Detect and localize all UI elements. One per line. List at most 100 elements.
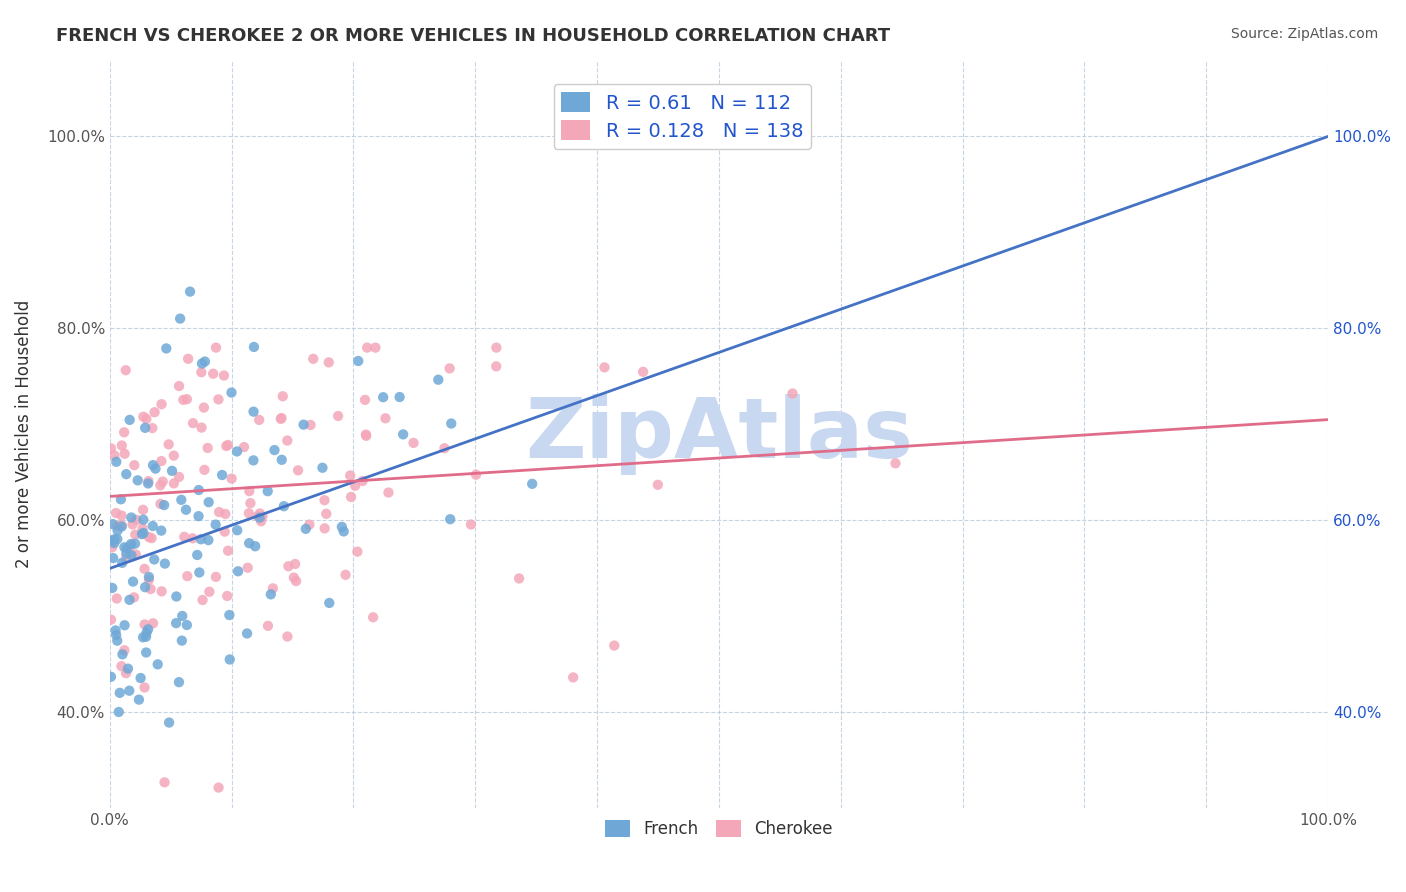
Point xyxy=(270,412,292,426)
Point xyxy=(236,560,259,574)
Point xyxy=(114,363,136,377)
Point xyxy=(377,485,399,500)
Point xyxy=(145,461,167,475)
Point xyxy=(138,530,160,544)
Point xyxy=(339,468,361,483)
Point xyxy=(202,367,225,381)
Point xyxy=(190,420,212,434)
Point xyxy=(257,619,280,633)
Point xyxy=(105,628,128,642)
Point xyxy=(294,522,316,536)
Point xyxy=(152,475,174,489)
Point xyxy=(170,492,193,507)
Point xyxy=(163,449,186,463)
Point xyxy=(176,569,198,583)
Point xyxy=(207,392,229,407)
Point xyxy=(356,341,378,355)
Point xyxy=(129,671,152,685)
Point xyxy=(205,570,228,584)
Y-axis label: 2 or more Vehicles in Household: 2 or more Vehicles in Household xyxy=(15,300,32,568)
Point xyxy=(298,517,321,532)
Point xyxy=(135,625,157,640)
Point xyxy=(347,354,370,368)
Point xyxy=(226,564,249,578)
Point xyxy=(221,385,243,400)
Point xyxy=(150,524,173,538)
Point xyxy=(247,413,270,427)
Point xyxy=(246,509,269,524)
Point xyxy=(226,444,249,458)
Point xyxy=(135,630,157,644)
Point xyxy=(143,405,166,419)
Point xyxy=(884,456,907,470)
Point xyxy=(153,557,176,571)
Point xyxy=(190,533,212,547)
Point xyxy=(107,705,129,719)
Point xyxy=(141,531,163,545)
Point xyxy=(460,517,482,532)
Point xyxy=(314,493,336,508)
Point xyxy=(188,566,211,580)
Point xyxy=(165,590,187,604)
Point xyxy=(135,412,157,426)
Point xyxy=(104,624,127,638)
Point xyxy=(153,498,176,512)
Point xyxy=(120,537,142,551)
Point xyxy=(242,405,264,419)
Point xyxy=(112,643,135,657)
Point xyxy=(134,617,156,632)
Point xyxy=(344,479,367,493)
Point xyxy=(335,567,357,582)
Point xyxy=(374,411,396,425)
Point xyxy=(465,467,488,482)
Point xyxy=(361,610,384,624)
Point xyxy=(127,473,149,487)
Point xyxy=(150,584,173,599)
Point xyxy=(131,527,153,541)
Point xyxy=(142,616,165,631)
Point xyxy=(108,686,131,700)
Point xyxy=(100,442,122,456)
Point xyxy=(427,373,450,387)
Point xyxy=(135,645,157,659)
Legend: French, Cherokee: French, Cherokee xyxy=(599,814,839,845)
Point xyxy=(191,593,214,607)
Point xyxy=(311,460,333,475)
Point xyxy=(100,613,122,627)
Point xyxy=(105,591,128,606)
Point xyxy=(101,551,124,566)
Point xyxy=(111,438,134,452)
Point xyxy=(122,574,145,589)
Point xyxy=(176,392,198,406)
Point xyxy=(138,570,160,584)
Text: FRENCH VS CHEROKEE 2 OR MORE VEHICLES IN HOUSEHOLD CORRELATION CHART: FRENCH VS CHEROKEE 2 OR MORE VEHICLES IN… xyxy=(56,27,890,45)
Point xyxy=(340,490,363,504)
Point xyxy=(177,351,200,366)
Point xyxy=(433,442,456,456)
Point xyxy=(238,506,260,520)
Point xyxy=(103,533,125,547)
Point xyxy=(139,582,162,596)
Point xyxy=(221,472,243,486)
Point xyxy=(172,609,194,624)
Point xyxy=(150,454,173,468)
Point xyxy=(276,434,298,448)
Point xyxy=(508,571,530,585)
Point xyxy=(118,592,141,607)
Point xyxy=(197,533,219,548)
Point xyxy=(277,559,299,574)
Point xyxy=(193,463,215,477)
Point xyxy=(328,409,350,423)
Point xyxy=(198,584,221,599)
Point xyxy=(132,526,155,541)
Text: ZipAtlas: ZipAtlas xyxy=(524,393,912,475)
Point xyxy=(603,639,626,653)
Point xyxy=(260,587,283,601)
Point xyxy=(111,556,134,570)
Point xyxy=(163,476,186,491)
Point xyxy=(105,455,128,469)
Point xyxy=(167,470,190,484)
Point xyxy=(292,417,315,432)
Point xyxy=(207,780,229,795)
Point xyxy=(354,392,377,407)
